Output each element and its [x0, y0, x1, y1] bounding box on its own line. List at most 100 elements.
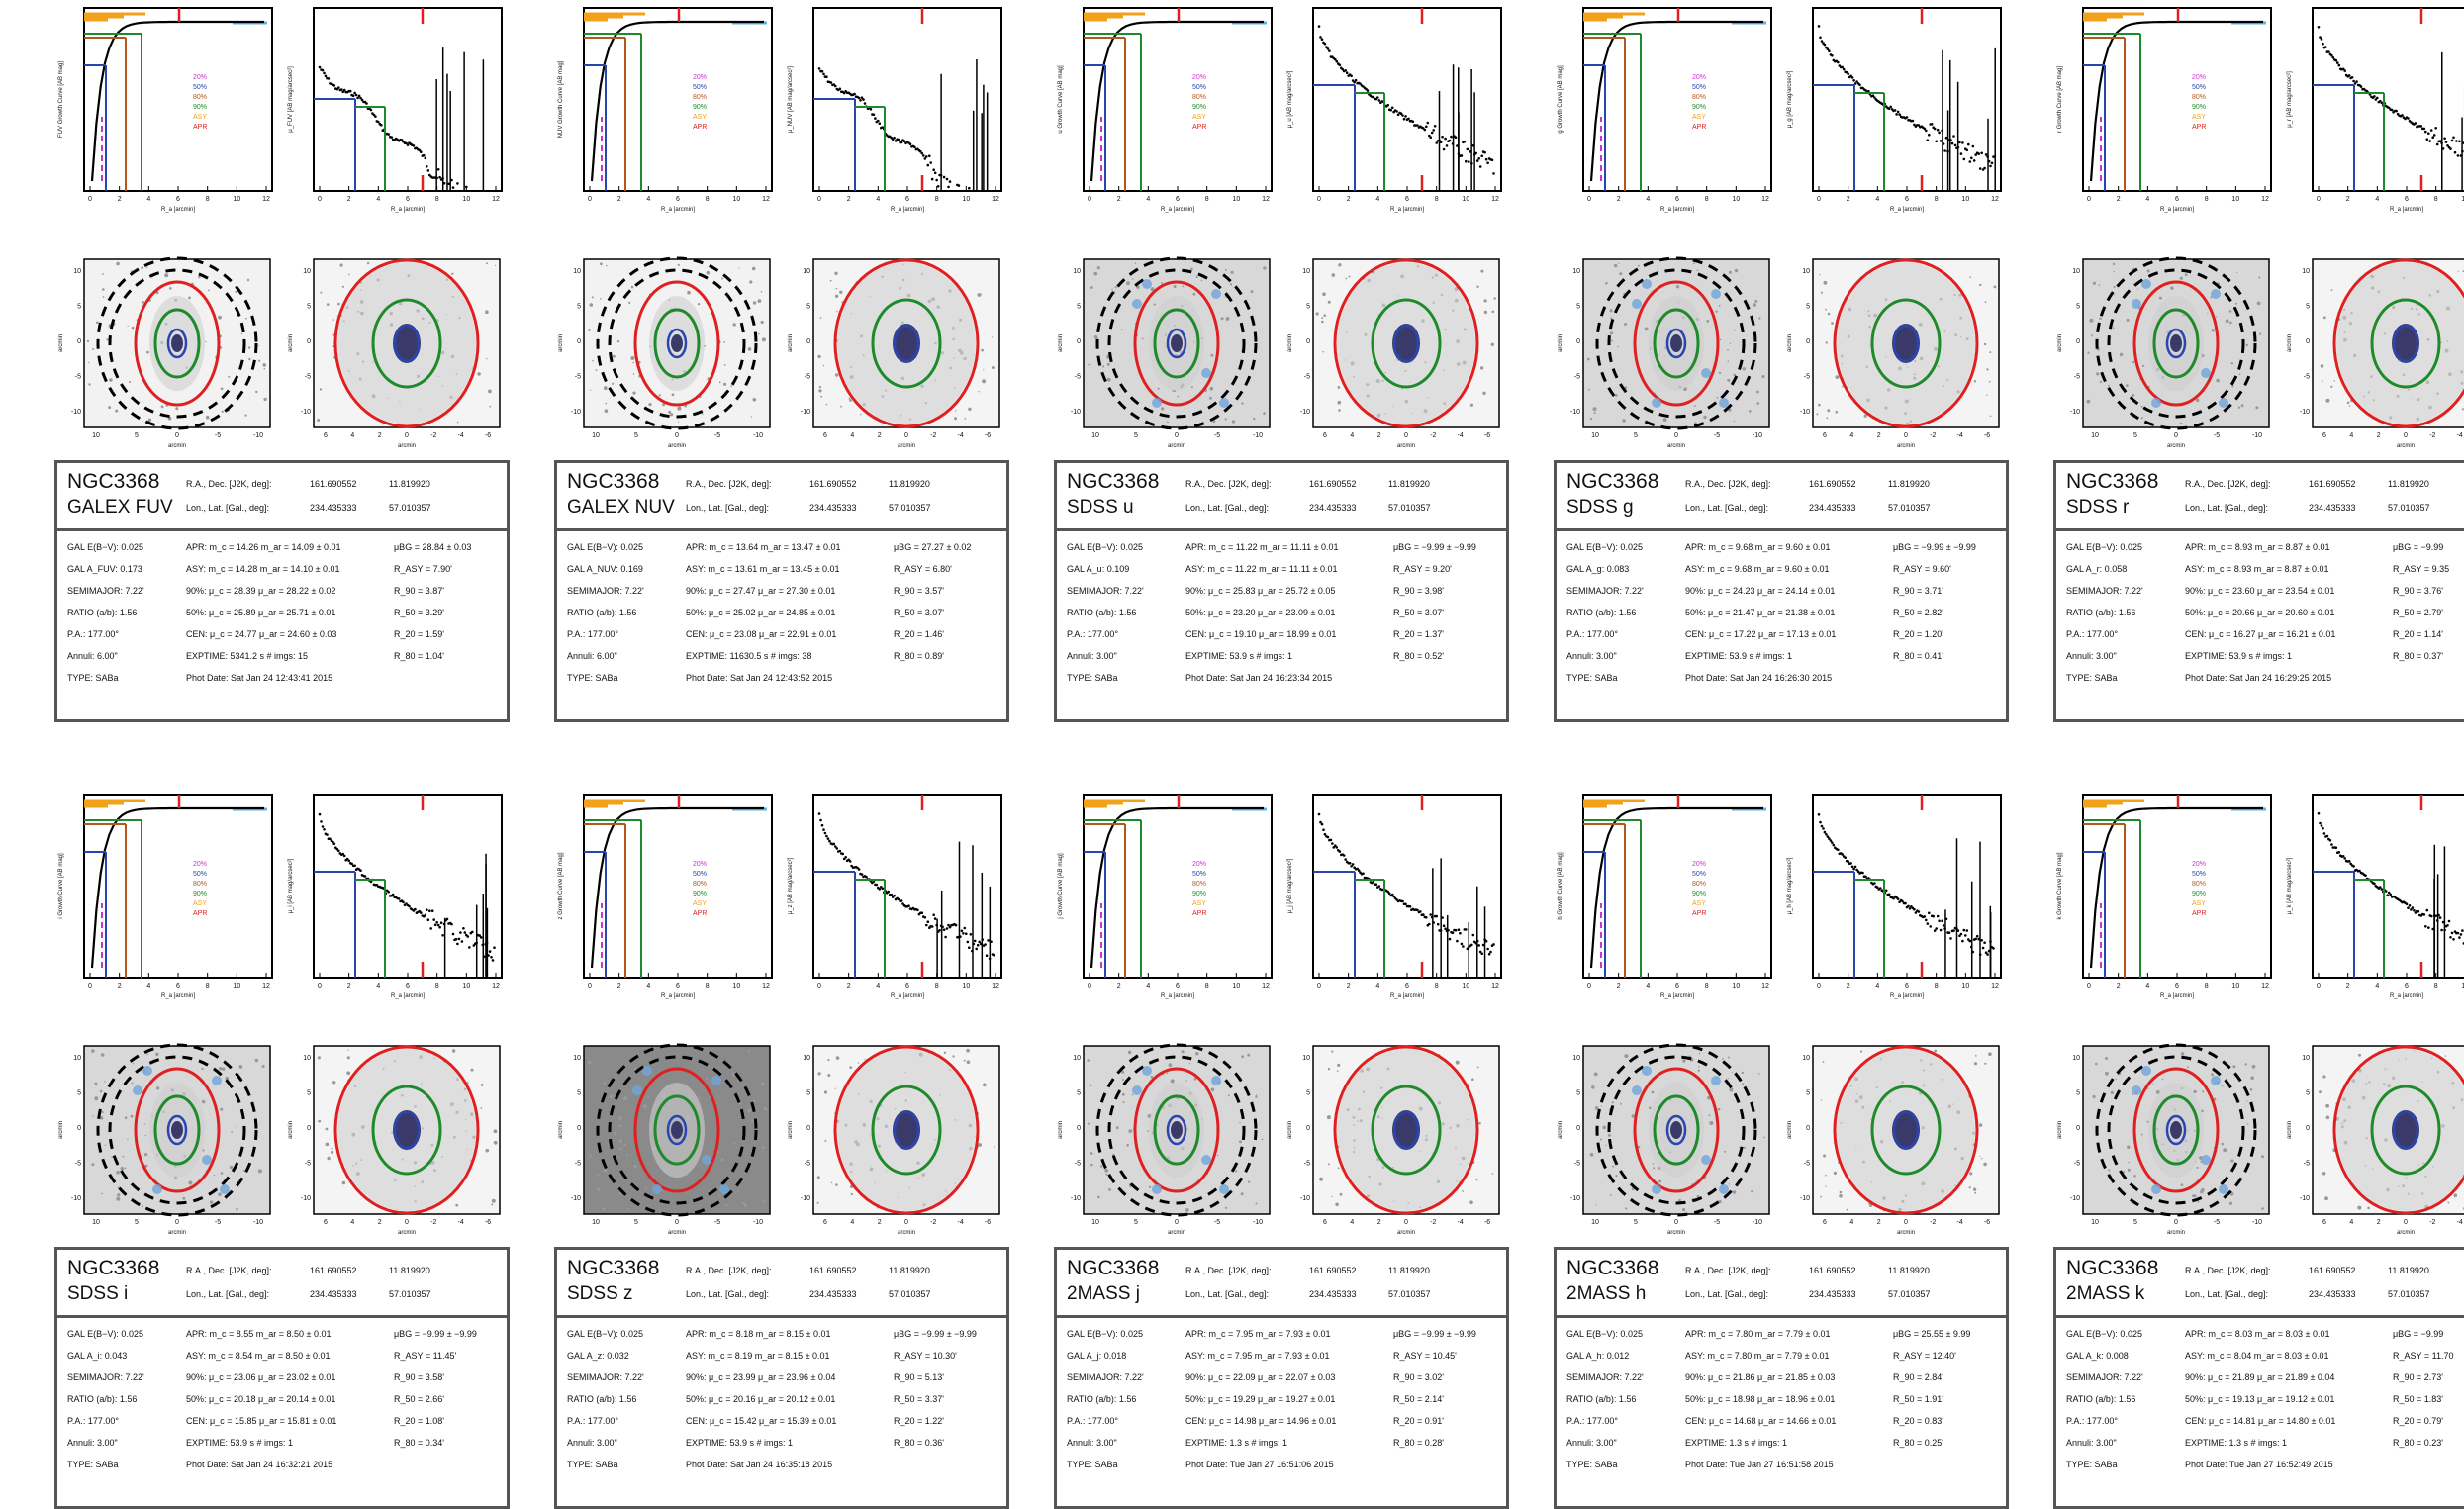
- y-tick-label: -10: [571, 1195, 581, 1202]
- info-left-row: P.A.: 177.00°: [67, 629, 119, 639]
- info-right-row: R_50 = 1.91': [1893, 1394, 1943, 1404]
- info-right-row: R_80 = 0.28': [1393, 1438, 1444, 1448]
- x-tick-label: 10: [962, 983, 970, 990]
- x-tick-label: -2: [430, 1219, 436, 1226]
- lon-value: 234.435333: [1809, 503, 1856, 513]
- x-tick-label: 0: [2404, 1219, 2408, 1226]
- x-tick-label: 0: [1817, 196, 1821, 203]
- info-mid-row: 50%: μ_c = 25.89 μ_ar = 25.71 ± 0.01: [186, 608, 335, 617]
- x-tick-label: 4: [2145, 983, 2149, 990]
- x-tick-label: 0: [1088, 983, 1091, 990]
- info-mid-row: APR: m_c = 11.22 m_ar = 11.11 ± 0.01: [1185, 542, 1339, 552]
- x-tick-label: 6: [406, 196, 410, 203]
- info-left-row: Annuli: 6.00": [67, 651, 118, 661]
- x-tick-label: 10: [1961, 983, 1969, 990]
- y-tick-label: 5: [806, 1090, 810, 1097]
- x-tick-label: 4: [1875, 983, 1879, 990]
- x-tick-label: 6: [324, 432, 328, 439]
- info-mid-row: CEN: μ_c = 24.77 μ_ar = 24.60 ± 0.03: [186, 629, 336, 639]
- x-tick-label: 2: [847, 196, 851, 203]
- y-axis-label: arcmin: [1058, 1121, 1064, 1139]
- y-axis-label: arcmin: [58, 334, 64, 352]
- x-tick-label: 12: [262, 983, 270, 990]
- info-mid-row: 90%: μ_c = 27.47 μ_ar = 27.30 ± 0.01: [686, 586, 835, 596]
- legend-entry: 50%: [2192, 84, 2206, 91]
- x-tick-label: -10: [1753, 432, 1762, 439]
- info-left-row: TYPE: SABa: [567, 673, 618, 683]
- lat-value: 57.010357: [1388, 1289, 1431, 1299]
- legend-entry: 20%: [1692, 74, 1706, 81]
- x-tick-label: 6: [1176, 983, 1180, 990]
- y-tick-label: 0: [806, 338, 810, 345]
- legend-entry: APR: [2192, 124, 2206, 131]
- info-mid-row: 50%: μ_c = 18.98 μ_ar = 18.96 ± 0.01: [1685, 1394, 1835, 1404]
- info-right-row: μBG = −9.99 ± −9.99: [894, 1329, 977, 1339]
- x-tick-label: 0: [1674, 1219, 1678, 1226]
- y-tick-label: -5: [2074, 374, 2080, 381]
- info-right-row: R_50 = 2.79': [2393, 608, 2443, 617]
- x-tick-label: 4: [850, 432, 854, 439]
- x-tick-label: -4: [2457, 1219, 2463, 1226]
- x-tick-label: 6: [905, 983, 909, 990]
- y-tick-label: -10: [801, 1195, 810, 1202]
- legend-entry: APR: [693, 124, 707, 131]
- legend-entry: 50%: [1192, 871, 1206, 878]
- x-tick-label: 10: [1462, 983, 1469, 990]
- info-mid-row: Phot Date: Sat Jan 24 16:29:25 2015: [2185, 673, 2331, 683]
- y-tick-label: -10: [801, 409, 810, 416]
- x-tick-label: 0: [1404, 432, 1408, 439]
- info-mid-row: APR: m_c = 8.18 m_ar = 8.15 ± 0.01: [686, 1329, 831, 1339]
- info-mid-row: CEN: μ_c = 15.85 μ_ar = 15.81 ± 0.01: [186, 1416, 336, 1426]
- legend-entry: 80%: [693, 881, 707, 888]
- info-right-row: R_ASY = 9.35: [2393, 564, 2449, 574]
- info-right-row: R_20 = 1.59': [394, 629, 444, 639]
- x-tick-label: 0: [175, 1219, 179, 1226]
- x-tick-label: 10: [732, 196, 740, 203]
- x-tick-label: -6: [1484, 432, 1490, 439]
- ra-value: 161.690552: [1309, 1266, 1357, 1275]
- x-axis-label: arcmin: [2167, 443, 2185, 449]
- info-left-row: RATIO (a/b): 1.56: [1067, 1394, 1136, 1404]
- y-axis-label: h Growth Curve [AB mag]: [1558, 852, 1564, 920]
- y-tick-label: -5: [1574, 374, 1580, 381]
- y-axis-label: arcmin: [2287, 334, 2293, 352]
- y-tick-label: 0: [307, 338, 311, 345]
- lonlat-label: Lon., Lat. [Gal., deg]:: [1685, 503, 1768, 513]
- info-mid-row: Phot Date: Sat Jan 24 12:43:41 2015: [186, 673, 332, 683]
- info-left-row: GAL A_k: 0.008: [2066, 1351, 2129, 1361]
- y-axis-label: μ_g [AB mag/arcsec²]: [1787, 70, 1793, 128]
- x-tick-label: 2: [1847, 983, 1850, 990]
- x-tick-label: 2: [378, 1219, 382, 1226]
- info-mid-row: 90%: μ_c = 25.83 μ_ar = 25.72 ± 0.05: [1185, 586, 1335, 596]
- x-tick-label: 6: [676, 196, 680, 203]
- info-left-row: RATIO (a/b): 1.56: [67, 608, 137, 617]
- x-axis-label: arcmin: [1897, 443, 1915, 449]
- x-tick-label: -2: [930, 1219, 936, 1226]
- y-tick-label: -5: [2304, 374, 2310, 381]
- info-right-row: R_50 = 2.14': [1393, 1394, 1444, 1404]
- info-left-row: P.A.: 177.00°: [67, 1416, 119, 1426]
- x-tick-label: 2: [2377, 432, 2381, 439]
- info-left-row: SEMIMAJOR: 7.22': [1566, 586, 1644, 596]
- x-tick-label: 10: [233, 196, 240, 203]
- x-tick-label: 8: [1935, 196, 1939, 203]
- x-axis-label: arcmin: [2397, 1230, 2415, 1236]
- x-tick-label: 0: [2404, 432, 2408, 439]
- x-tick-label: 4: [1350, 1219, 1354, 1226]
- info-left-row: GAL E(B−V): 0.025: [67, 1329, 143, 1339]
- x-tick-label: 2: [2346, 983, 2350, 990]
- legend-entry: 80%: [1692, 881, 1706, 888]
- x-tick-label: -5: [714, 432, 720, 439]
- info-right-row: R_20 = 0.91': [1393, 1416, 1444, 1426]
- info-left-row: RATIO (a/b): 1.56: [67, 1394, 137, 1404]
- info-left-row: GAL E(B−V): 0.025: [2066, 1329, 2142, 1339]
- x-tick-label: 4: [2349, 432, 2353, 439]
- legend-entry: 20%: [193, 74, 207, 81]
- x-tick-label: 0: [904, 432, 908, 439]
- x-tick-label: 12: [1761, 983, 1769, 990]
